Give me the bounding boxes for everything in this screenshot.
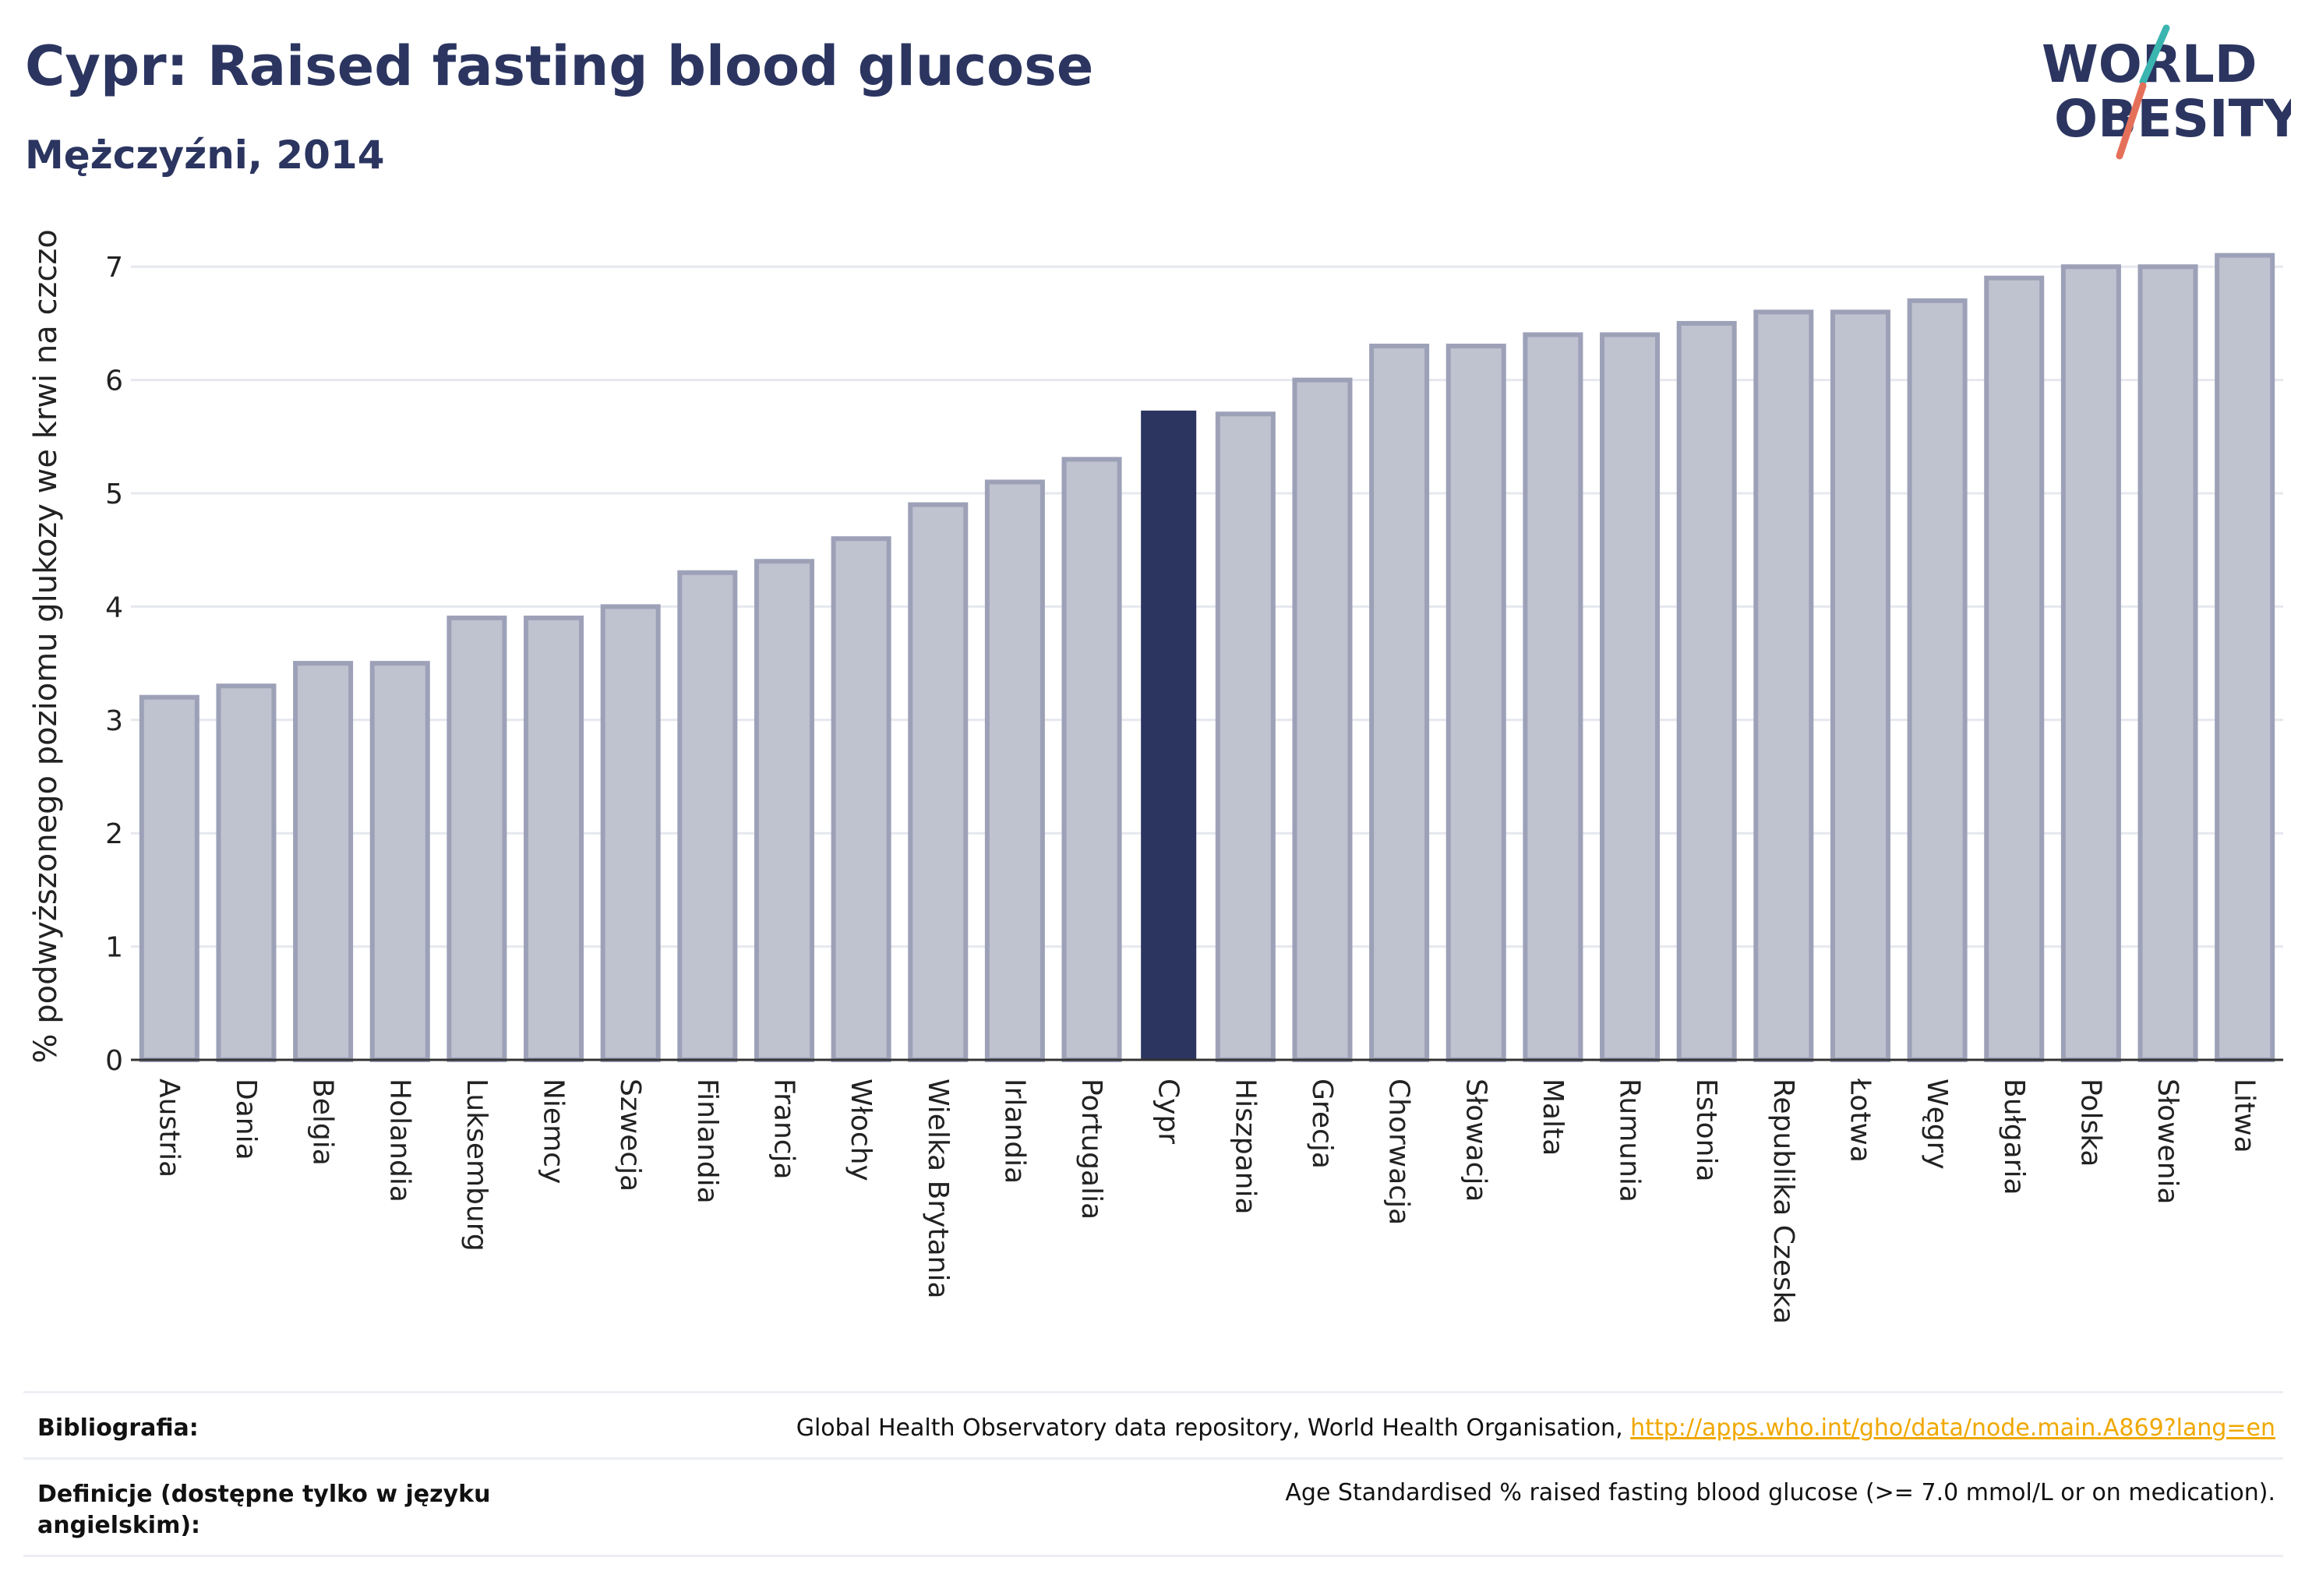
y-tick-label: 7 — [105, 252, 123, 284]
world-obesity-logo: WORLD OBESITY — [2042, 24, 2291, 160]
chart-subtitle: Mężczyźni, 2014 — [25, 132, 385, 178]
x-tick-label: Szwecja — [614, 1079, 646, 1192]
y-tick-label: 0 — [105, 1045, 123, 1077]
bar-chorwacja — [1369, 343, 1430, 1063]
y-tick-label: 6 — [105, 365, 123, 397]
x-tick-label: Wielka Brytania — [922, 1079, 954, 1299]
bar-słowenia — [2137, 264, 2198, 1062]
bar-estonia — [1676, 320, 1737, 1062]
logo-accent-coral — [2116, 82, 2147, 160]
bar-francja — [754, 559, 814, 1062]
bar-finlandia — [677, 570, 738, 1062]
y-axis-title: % podwyższonego poziomu glukozy we krwi … — [28, 229, 64, 1063]
x-tick-label: Grecja — [1306, 1079, 1338, 1169]
x-tick-label: Niemcy — [538, 1079, 570, 1184]
x-tick-label: Portugalia — [1075, 1079, 1107, 1220]
x-tick-label: Chorwacja — [1383, 1079, 1415, 1225]
x-tick-label: Republika Czeska — [1767, 1079, 1799, 1324]
footer-divider-top — [23, 1391, 2283, 1393]
x-tick-label: Rumunia — [1614, 1079, 1646, 1202]
y-tick-label: 5 — [105, 478, 123, 510]
bar-portugalia — [1061, 457, 1122, 1062]
y-tick-label: 3 — [105, 705, 123, 737]
y-tick-label: 1 — [105, 932, 123, 964]
x-tick-label: Malta — [1537, 1079, 1569, 1156]
bar-szwecja — [600, 604, 661, 1062]
bar-węgry — [1907, 298, 1968, 1062]
bar-republika-czeska — [1753, 309, 1814, 1063]
bibliography-link[interactable]: http://apps.who.int/gho/data/node.main.A… — [1630, 1414, 2275, 1442]
bar-holandia — [369, 661, 430, 1062]
footer-divider-middle — [23, 1457, 2283, 1460]
bar-słowacja — [1445, 343, 1506, 1063]
logo-line2: OBESITY — [2054, 89, 2291, 149]
bibliography-text: Global Health Observatory data repositor… — [796, 1414, 1631, 1442]
x-tick-label: Słowacja — [1460, 1079, 1491, 1202]
bar-łotwa — [1830, 309, 1890, 1063]
bar-wielka-brytania — [908, 502, 969, 1063]
chart-title: Cypr: Raised fasting blood glucose — [25, 34, 1094, 98]
x-tick-label: Francja — [768, 1079, 800, 1180]
x-tick-label: Estonia — [1690, 1079, 1722, 1182]
bar-polska — [2060, 264, 2121, 1062]
x-tick-label: Włochy — [845, 1079, 877, 1181]
definition-row: Definicje (dostępne tylko w języku angie… — [23, 1465, 2283, 1551]
bar-bułgaria — [1984, 275, 2045, 1063]
y-tick-label: 2 — [105, 818, 123, 850]
x-tick-label: Słowenia — [2151, 1079, 2183, 1205]
x-tick-label: Litwa — [2229, 1079, 2261, 1153]
bar-niemcy — [524, 615, 584, 1062]
bar-grecja — [1292, 377, 1353, 1063]
x-tick-label: Hiszpania — [1229, 1079, 1261, 1215]
bar-malta — [1523, 332, 1583, 1062]
x-tick-label: Holandia — [383, 1079, 415, 1202]
x-tick-label: Łotwa — [1844, 1078, 1876, 1163]
x-tick-label: Cypr — [1152, 1079, 1184, 1144]
bibliography-label: Bibliografia: — [37, 1414, 199, 1442]
bibliography-row: Bibliografia: Global Health Observatory … — [23, 1403, 2283, 1457]
y-tick-label: 4 — [105, 591, 123, 623]
bar-hiszpania — [1215, 411, 1276, 1063]
bar-austria — [139, 694, 199, 1062]
bar-dania — [216, 683, 277, 1062]
bibliography-value: Global Health Observatory data repositor… — [796, 1414, 2275, 1442]
bar-irlandia — [984, 479, 1045, 1062]
logo-accent-teal — [2139, 24, 2170, 86]
x-tick-label: Luksemburg — [461, 1079, 492, 1252]
x-tick-label: Węgry — [1921, 1079, 1953, 1170]
x-tick-label: Irlandia — [998, 1079, 1030, 1184]
bar-cypr — [1141, 410, 1197, 1060]
definition-text: Age Standardised % raised fasting blood … — [1285, 1479, 2275, 1506]
x-tick-label: Dania — [230, 1079, 262, 1160]
x-tick-label: Austria — [153, 1079, 185, 1178]
x-tick-label: Polska — [2074, 1079, 2106, 1167]
bar-rumunia — [1600, 332, 1661, 1062]
definition-label: Definicje (dostępne tylko w języku angie… — [37, 1481, 491, 1539]
bar-belgia — [293, 661, 354, 1062]
bar-litwa — [2215, 252, 2275, 1062]
x-tick-label: Belgia — [307, 1079, 339, 1166]
x-tick-label: Bułgaria — [1998, 1079, 2030, 1195]
bar-włochy — [831, 536, 891, 1063]
bar-luksemburg — [447, 615, 507, 1062]
footer-divider-bottom — [23, 1555, 2283, 1557]
bar-chart: 0 1 2 3 4 5 6 7 % podwyższonego poziomu glukozy … — [28, 229, 2283, 1324]
x-tick-label: Finlandia — [691, 1079, 723, 1204]
